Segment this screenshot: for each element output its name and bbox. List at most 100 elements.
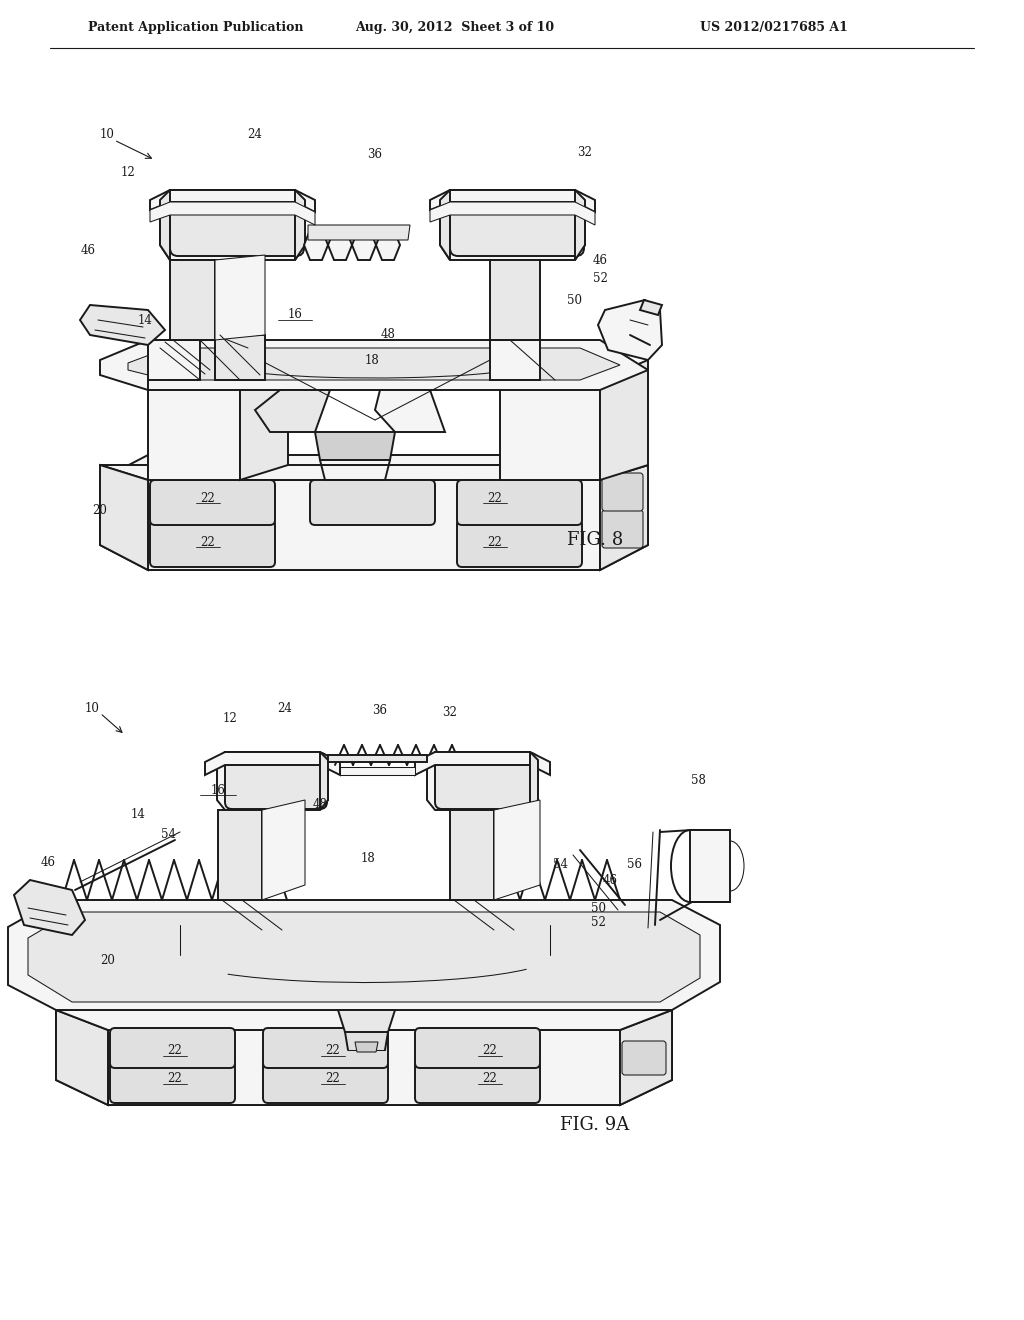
Text: 54: 54: [553, 858, 567, 871]
Text: 14: 14: [137, 314, 153, 326]
FancyBboxPatch shape: [110, 1061, 234, 1104]
Polygon shape: [640, 300, 662, 315]
Polygon shape: [170, 260, 215, 341]
FancyBboxPatch shape: [263, 1061, 388, 1104]
Text: 58: 58: [690, 774, 706, 787]
FancyBboxPatch shape: [435, 752, 537, 809]
Polygon shape: [100, 465, 648, 480]
Polygon shape: [150, 190, 315, 213]
Text: 22: 22: [482, 1072, 498, 1085]
Text: Patent Application Publication: Patent Application Publication: [88, 21, 303, 33]
Polygon shape: [440, 190, 450, 260]
Polygon shape: [690, 830, 730, 902]
Text: FIG. 9A: FIG. 9A: [560, 1115, 630, 1134]
Polygon shape: [319, 752, 328, 810]
Text: 32: 32: [442, 706, 458, 719]
Polygon shape: [108, 1030, 620, 1105]
Polygon shape: [600, 360, 648, 480]
Polygon shape: [315, 432, 395, 459]
FancyBboxPatch shape: [602, 510, 643, 548]
Text: 10: 10: [85, 701, 99, 714]
Polygon shape: [240, 360, 288, 480]
Polygon shape: [490, 260, 540, 341]
FancyBboxPatch shape: [150, 480, 275, 525]
Polygon shape: [352, 230, 376, 260]
Polygon shape: [217, 752, 328, 810]
Text: 56: 56: [628, 858, 642, 871]
Polygon shape: [500, 380, 600, 480]
Polygon shape: [128, 348, 620, 380]
Polygon shape: [494, 800, 540, 900]
Polygon shape: [530, 752, 538, 810]
Text: 24: 24: [248, 128, 262, 141]
Text: 46: 46: [41, 855, 55, 869]
Polygon shape: [430, 190, 595, 213]
Text: 20: 20: [92, 503, 108, 516]
Polygon shape: [295, 190, 305, 260]
Text: 22: 22: [326, 1072, 340, 1085]
Text: 16: 16: [211, 784, 225, 796]
Polygon shape: [215, 335, 265, 380]
FancyBboxPatch shape: [415, 1061, 540, 1104]
Text: 12: 12: [222, 711, 238, 725]
Polygon shape: [255, 389, 330, 432]
FancyBboxPatch shape: [170, 191, 304, 256]
Text: 52: 52: [593, 272, 607, 285]
FancyBboxPatch shape: [310, 480, 435, 525]
Text: 22: 22: [201, 491, 215, 504]
Polygon shape: [218, 810, 262, 900]
Polygon shape: [440, 190, 585, 260]
Polygon shape: [56, 985, 672, 1105]
Text: 36: 36: [368, 149, 383, 161]
Text: 54: 54: [161, 829, 175, 842]
Polygon shape: [328, 755, 427, 762]
Polygon shape: [148, 480, 600, 570]
Polygon shape: [600, 465, 648, 570]
Polygon shape: [308, 224, 410, 240]
Text: 22: 22: [326, 1044, 340, 1056]
Polygon shape: [304, 230, 328, 260]
FancyBboxPatch shape: [110, 1028, 234, 1068]
Polygon shape: [56, 1010, 108, 1105]
Text: 22: 22: [168, 1072, 182, 1085]
FancyBboxPatch shape: [150, 519, 275, 568]
Polygon shape: [205, 752, 340, 775]
Polygon shape: [8, 900, 720, 1010]
Polygon shape: [340, 767, 415, 775]
Text: 12: 12: [121, 165, 135, 178]
Text: US 2012/0217685 A1: US 2012/0217685 A1: [700, 21, 848, 33]
Text: 36: 36: [373, 704, 387, 717]
Polygon shape: [215, 255, 265, 341]
Polygon shape: [100, 341, 648, 389]
Polygon shape: [376, 230, 400, 260]
Polygon shape: [575, 190, 585, 260]
Text: 46: 46: [81, 243, 95, 256]
Text: 22: 22: [482, 1044, 498, 1056]
FancyBboxPatch shape: [602, 473, 643, 511]
Polygon shape: [427, 752, 538, 810]
Text: 10: 10: [99, 128, 115, 141]
Text: 22: 22: [201, 536, 215, 549]
Polygon shape: [355, 1041, 378, 1052]
Text: FIG. 8: FIG. 8: [567, 531, 624, 549]
Text: 16: 16: [288, 309, 302, 322]
Polygon shape: [100, 465, 148, 570]
Polygon shape: [150, 202, 315, 224]
Text: 24: 24: [278, 701, 293, 714]
Polygon shape: [430, 202, 595, 224]
Text: 20: 20: [100, 953, 116, 966]
Text: 18: 18: [360, 851, 376, 865]
Text: 50: 50: [591, 902, 605, 915]
Text: 22: 22: [487, 491, 503, 504]
FancyBboxPatch shape: [457, 519, 582, 568]
Text: Aug. 30, 2012  Sheet 3 of 10: Aug. 30, 2012 Sheet 3 of 10: [355, 21, 555, 33]
FancyBboxPatch shape: [263, 1028, 388, 1068]
Polygon shape: [415, 752, 550, 775]
FancyBboxPatch shape: [450, 191, 584, 256]
FancyBboxPatch shape: [225, 752, 327, 809]
Text: 18: 18: [365, 354, 379, 367]
Polygon shape: [450, 810, 494, 900]
Polygon shape: [14, 880, 85, 935]
Text: 22: 22: [487, 536, 503, 549]
Text: 46: 46: [602, 874, 617, 887]
